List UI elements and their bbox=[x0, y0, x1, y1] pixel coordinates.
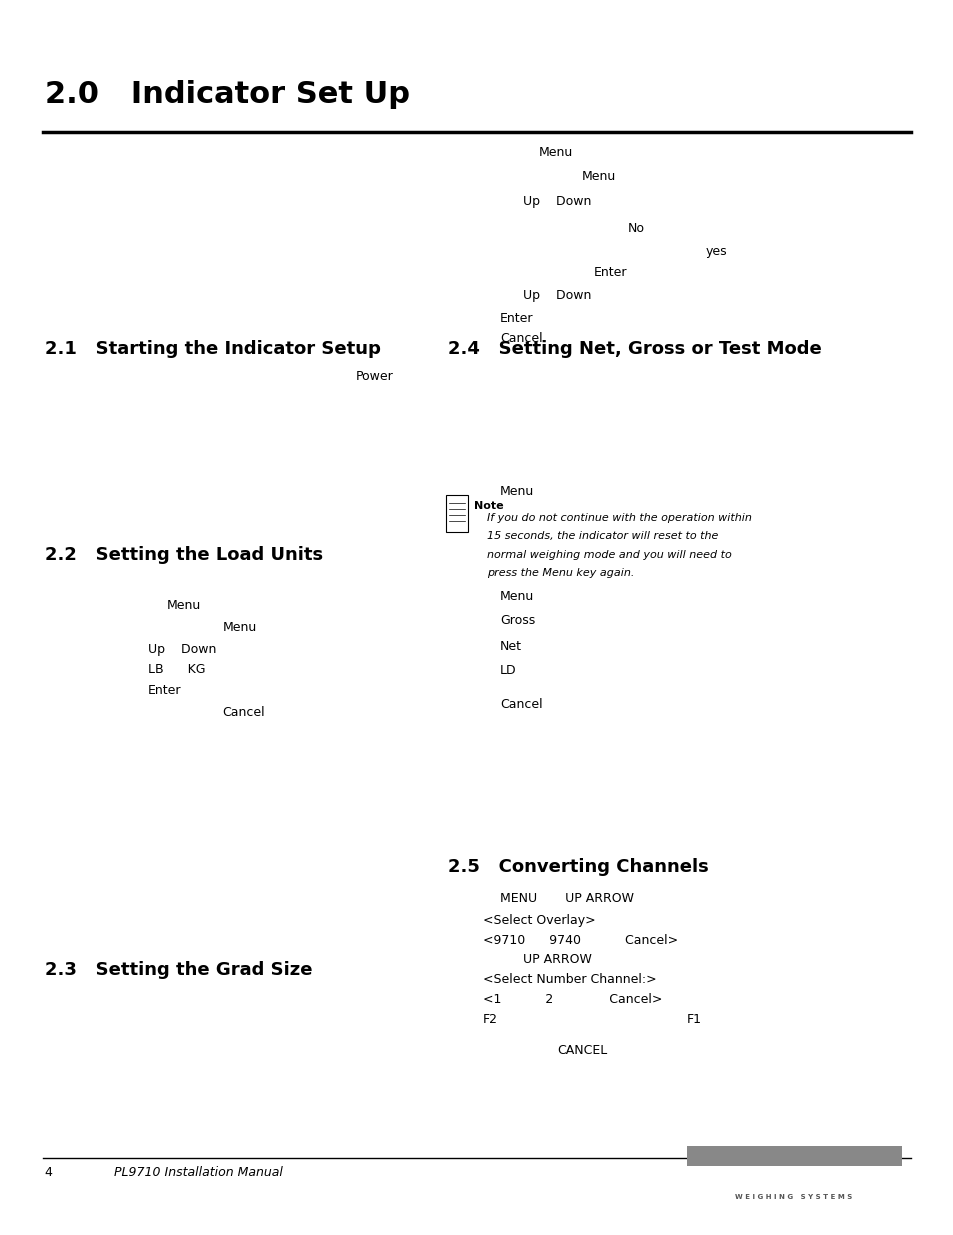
Text: Cancel: Cancel bbox=[499, 698, 542, 711]
Text: Up    Down: Up Down bbox=[148, 643, 216, 657]
Text: If you do not continue with the operation within: If you do not continue with the operatio… bbox=[486, 513, 751, 522]
Text: Enter: Enter bbox=[148, 684, 181, 698]
Text: <Select Number Channel:>: <Select Number Channel:> bbox=[482, 973, 656, 987]
Text: CANCEL: CANCEL bbox=[557, 1044, 607, 1057]
FancyBboxPatch shape bbox=[445, 495, 468, 532]
Text: <1           2              Cancel>: <1 2 Cancel> bbox=[482, 993, 661, 1007]
Text: RICE LAKE®: RICE LAKE® bbox=[732, 1167, 854, 1186]
Text: Menu: Menu bbox=[222, 621, 256, 635]
Text: Gross: Gross bbox=[499, 614, 535, 627]
Bar bbox=[686, 1146, 901, 1166]
Text: <9710      9740           Cancel>: <9710 9740 Cancel> bbox=[482, 934, 678, 947]
Text: 2.3   Setting the Grad Size: 2.3 Setting the Grad Size bbox=[45, 961, 312, 979]
Text: Enter: Enter bbox=[593, 266, 626, 279]
Text: PL9710 Installation Manual: PL9710 Installation Manual bbox=[114, 1166, 283, 1179]
Text: LD: LD bbox=[499, 664, 516, 678]
Text: yes: yes bbox=[705, 245, 727, 258]
Text: Up    Down: Up Down bbox=[522, 195, 591, 209]
Text: MENU       UP ARROW: MENU UP ARROW bbox=[499, 892, 633, 905]
Text: Enter: Enter bbox=[499, 312, 533, 326]
Text: LB      KG: LB KG bbox=[148, 663, 205, 677]
Text: Menu: Menu bbox=[499, 590, 534, 604]
Text: press the Menu key again.: press the Menu key again. bbox=[486, 568, 633, 578]
Text: Net: Net bbox=[499, 640, 521, 653]
Text: 2.4   Setting Net, Gross or Test Mode: 2.4 Setting Net, Gross or Test Mode bbox=[448, 340, 821, 358]
Text: Cancel: Cancel bbox=[222, 706, 265, 720]
Text: Up    Down: Up Down bbox=[522, 289, 591, 303]
Text: Power: Power bbox=[355, 370, 394, 384]
Text: 2.1   Starting the Indicator Setup: 2.1 Starting the Indicator Setup bbox=[45, 340, 380, 358]
Text: 2.5   Converting Channels: 2.5 Converting Channels bbox=[448, 858, 708, 877]
Text: Menu: Menu bbox=[499, 485, 534, 499]
Text: Menu: Menu bbox=[167, 599, 201, 613]
Text: 4: 4 bbox=[45, 1166, 52, 1179]
Text: F2: F2 bbox=[482, 1013, 497, 1026]
Text: UP ARROW: UP ARROW bbox=[522, 953, 591, 967]
Text: No: No bbox=[627, 222, 644, 236]
Text: Note: Note bbox=[474, 501, 503, 511]
Text: <Select Overlay>: <Select Overlay> bbox=[482, 914, 595, 927]
Text: normal weighing mode and you will need to: normal weighing mode and you will need t… bbox=[486, 550, 731, 559]
Text: F1: F1 bbox=[686, 1013, 701, 1026]
Text: 2.2   Setting the Load Units: 2.2 Setting the Load Units bbox=[45, 546, 323, 564]
Text: Cancel: Cancel bbox=[499, 332, 542, 346]
Text: Menu: Menu bbox=[538, 146, 573, 159]
Text: Menu: Menu bbox=[581, 170, 616, 184]
Text: W E I G H I N G   S Y S T E M S: W E I G H I N G S Y S T E M S bbox=[735, 1194, 851, 1200]
Text: 2.0   Indicator Set Up: 2.0 Indicator Set Up bbox=[45, 80, 410, 109]
Text: 15 seconds, the indicator will reset to the: 15 seconds, the indicator will reset to … bbox=[486, 531, 718, 541]
